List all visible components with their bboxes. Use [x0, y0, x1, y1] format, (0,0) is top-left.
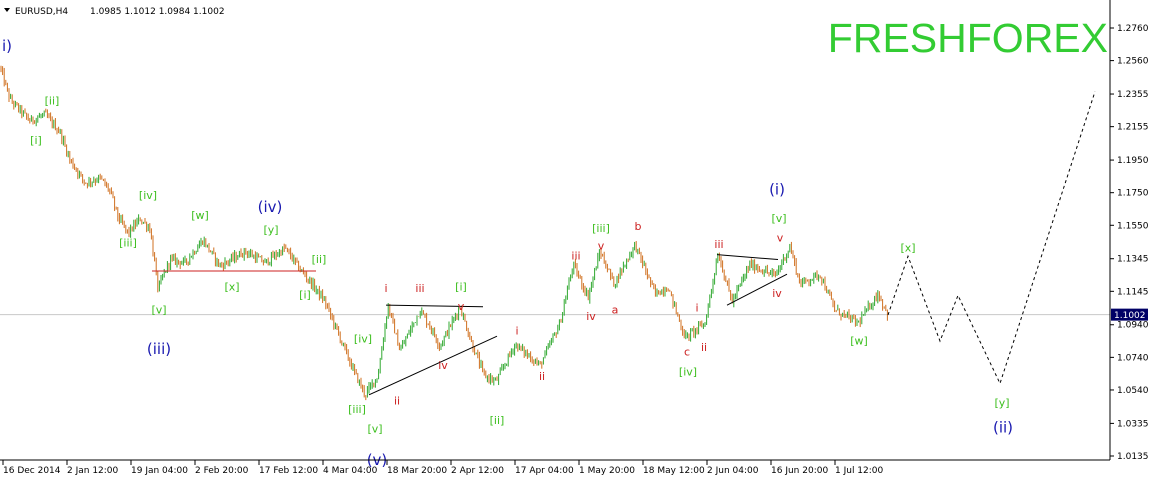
y-tick-label: 1.0335: [1117, 419, 1149, 429]
x-tick-label: 2 Jun 04:00: [707, 466, 759, 476]
wave-label: iii: [714, 238, 723, 251]
y-tick-label: 1.1550: [1117, 221, 1149, 231]
x-tick-label: 2 Apr 12:00: [451, 466, 504, 476]
wave-label: [ii]: [45, 95, 60, 108]
y-tick-label: 1.0940: [1117, 321, 1149, 331]
x-tick-label: 4 Mar 04:00: [323, 466, 378, 476]
wave-label: ii: [394, 395, 400, 408]
wave-label: [iii]: [119, 236, 137, 249]
ohlc-readout: 1.0985 1.1012 1.0984 1.1002: [90, 7, 225, 17]
watermark-logo: FRESHFOREX: [828, 15, 1108, 61]
wave-label: [iv]: [139, 189, 157, 202]
wave-label: iii: [571, 250, 580, 263]
wave-label: iii: [415, 282, 424, 295]
wave-label: [iii]: [592, 222, 610, 235]
x-tick-label: 17 Apr 04:00: [515, 466, 574, 476]
wave-label: b: [635, 220, 642, 233]
wave-label: i: [515, 325, 518, 338]
wave-label: v: [777, 232, 784, 245]
trendlines-group: [152, 254, 788, 396]
wave-label: i: [695, 302, 698, 315]
wave-label: ii: [539, 370, 545, 383]
wave-label: i): [2, 37, 12, 55]
x-tick-label: 1 May 20:00: [579, 466, 635, 476]
x-tick-label: 16 Jun 20:00: [771, 466, 828, 476]
wave-label: [v]: [151, 303, 166, 316]
wave-label: (iv): [258, 198, 283, 216]
x-tick-label: 17 Feb 12:00: [259, 466, 318, 476]
x-tick-label: 1 Jul 12:00: [835, 466, 884, 476]
current-price-badge: 1.1002: [1111, 308, 1148, 321]
wave-label: [w]: [850, 334, 868, 347]
wave-label: [i]: [30, 134, 42, 147]
y-tick-label: 1.1145: [1117, 287, 1149, 297]
wave-label: iv: [438, 359, 448, 372]
wave-label: v: [458, 300, 465, 313]
y-tick-label: 1.1750: [1117, 189, 1149, 199]
wave-label: iv: [772, 287, 782, 300]
candles-group: [0, 65, 888, 401]
x-axis-ticks: 16 Dec 2014 2 Jan 12:00 19 Jan 04:00 2 Feb …: [2, 460, 884, 476]
y-tick-label: 1.2355: [1117, 90, 1149, 100]
wave-label: [iv]: [679, 365, 697, 378]
y-tick-label: 1.2560: [1117, 57, 1149, 67]
y-tick-label: 1.0540: [1117, 386, 1149, 396]
projection-path: [887, 91, 1096, 385]
wave-label: [ii]: [490, 414, 505, 427]
wave-label: (iii): [147, 340, 171, 358]
y-tick-label: 1.1950: [1117, 156, 1149, 166]
x-tick-label: 2 Jan 12:00: [67, 466, 119, 476]
wave-label: [ii]: [312, 253, 327, 266]
wave-label: [v]: [771, 212, 786, 225]
wave-label: [iv]: [354, 333, 372, 346]
y-tick-label: 1.0135: [1117, 452, 1149, 462]
projection-group: [887, 91, 1096, 385]
current-price-badge-bg: [1111, 308, 1148, 321]
x-tick-label: 2 Feb 20:00: [195, 466, 249, 476]
wave-label: [i]: [455, 281, 467, 294]
symbol-label: EURUSD,H4: [15, 7, 68, 17]
wave-label: (ii): [993, 418, 1013, 436]
x-tick-label: 18 May 12:00: [643, 466, 705, 476]
trendline: [726, 273, 788, 306]
wave-label: iv: [586, 310, 596, 323]
wave-label: [x]: [900, 241, 915, 254]
wave-label: v: [598, 240, 605, 253]
x-tick-label: 16 Dec 2014: [3, 466, 61, 476]
wave-label: [y]: [994, 396, 1009, 409]
y-tick-label: 1.2760: [1117, 24, 1149, 34]
wave-labels-group: i)[ii][i][iv][iii][v](iii)[w][x](iv)[y][…: [2, 37, 1013, 469]
wave-label: [w]: [191, 209, 209, 222]
wave-label: i: [384, 282, 387, 295]
y-tick-label: 1.2155: [1117, 123, 1149, 133]
wave-label: [iii]: [348, 403, 366, 416]
trendline: [385, 304, 484, 308]
wave-label: [x]: [224, 281, 239, 294]
wave-label: ii: [701, 341, 707, 354]
x-tick-label: 19 Jan 04:00: [131, 466, 188, 476]
trendline: [368, 335, 498, 396]
trendline: [716, 254, 779, 261]
wave-label: [i]: [299, 289, 311, 302]
y-tick-label: 1.0740: [1117, 353, 1149, 363]
wave-label: [y]: [263, 223, 278, 236]
chevron-down-icon[interactable]: [4, 8, 10, 12]
wave-label: a: [612, 303, 619, 316]
x-tick-label: 18 Mar 20:00: [387, 466, 447, 476]
y-tick-label: 1.1345: [1117, 255, 1149, 265]
wave-label: [v]: [367, 422, 382, 435]
wave-label: c: [684, 346, 690, 359]
wave-label: (i): [769, 180, 785, 198]
y-axis-ticks: 1.2760 1.2560 1.2355 1.2155 1.1950 1.1750 1.15…: [1110, 24, 1149, 462]
current-price-label: 1.1002: [1114, 311, 1146, 321]
